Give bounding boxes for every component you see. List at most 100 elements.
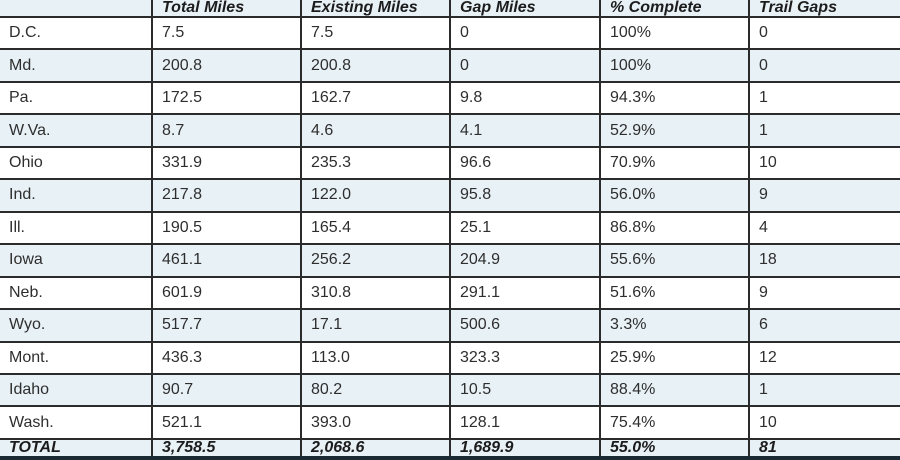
existing-miles-cell: 310.8 — [300, 276, 450, 311]
pct-complete-cell: 100% — [599, 49, 749, 83]
total-miles-cell: 461.1 — [151, 244, 301, 278]
column-header-pct-complete: % Complete — [599, 0, 749, 18]
total-miles-cell: 331.9 — [151, 146, 301, 181]
total-miles-cell: 200.8 — [151, 49, 301, 83]
state-cell: Wyo. — [0, 309, 152, 343]
table-row: Idaho 90.7 80.2 10.5 88.4% 1 — [0, 373, 900, 408]
pct-complete-cell: 75.4% — [599, 406, 749, 440]
existing-miles-cell: 162.7 — [300, 81, 450, 116]
table-row: Pa. 172.5 162.7 9.8 94.3% 1 — [0, 81, 900, 116]
state-cell: W.Va. — [0, 114, 152, 148]
total-miles-cell: 517.7 — [151, 309, 301, 343]
gap-miles-cell: 95.8 — [449, 179, 600, 213]
table-row: Wyo. 517.7 17.1 500.6 3.3% 6 — [0, 309, 900, 343]
gap-miles-cell: 10.5 — [449, 373, 600, 408]
total-miles-cell: 521.1 — [151, 406, 301, 440]
gap-miles-cell: 96.6 — [449, 146, 600, 181]
table-row: Mont. 436.3 113.0 323.3 25.9% 12 — [0, 341, 900, 375]
existing-miles-cell: 200.8 — [300, 49, 450, 83]
existing-miles-cell: 393.0 — [300, 406, 450, 440]
gap-miles-cell: 25.1 — [449, 211, 600, 246]
total-miles-cell: 7.5 — [151, 17, 301, 51]
pct-complete-cell: 3.3% — [599, 309, 749, 343]
existing-miles-cell: 4.6 — [300, 114, 450, 148]
total-miles-cell: 217.8 — [151, 179, 301, 213]
total-label-cell: TOTAL — [9, 439, 61, 456]
trail-gaps-cell: 18 — [748, 244, 900, 278]
pct-complete-cell: 25.9% — [599, 341, 749, 375]
pct-complete-cell: 94.3% — [599, 81, 749, 116]
state-cell: Wash. — [0, 406, 152, 440]
table-row: Ill. 190.5 165.4 25.1 86.8% 4 — [0, 211, 900, 246]
existing-miles-cell: 256.2 — [300, 244, 450, 278]
header-row: Total Miles Existing Miles Gap Miles % C… — [0, 0, 900, 18]
trail-gaps-cell: 1 — [748, 373, 900, 408]
trail-gaps-cell: 9 — [748, 179, 900, 213]
state-cell: Mont. — [0, 341, 152, 375]
table-row: D.C. 7.5 7.5 0 100% 0 — [0, 17, 900, 51]
total-miles-total-cell: 3,758.5 — [151, 439, 301, 456]
gap-miles-cell: 9.8 — [449, 81, 600, 116]
trail-gaps-cell: 0 — [748, 49, 900, 83]
trail-gaps-cell: 0 — [748, 17, 900, 51]
pct-complete-cell: 70.9% — [599, 146, 749, 181]
trail-gaps-cell: 6 — [748, 309, 900, 343]
state-cell: Ill. — [0, 211, 152, 246]
trail-gaps-cell: 9 — [748, 276, 900, 311]
state-cell: D.C. — [0, 17, 152, 51]
trail-gaps-cell: 10 — [748, 146, 900, 181]
total-miles-cell: 190.5 — [151, 211, 301, 246]
column-header-state — [0, 0, 152, 18]
gap-miles-cell: 0 — [449, 17, 600, 51]
total-miles-cell: 8.7 — [151, 114, 301, 148]
table-row: Ohio 331.9 235.3 96.6 70.9% 10 — [0, 146, 900, 181]
table-row: Ind. 217.8 122.0 95.8 56.0% 9 — [0, 179, 900, 213]
pct-complete-cell: 100% — [599, 17, 749, 51]
total-miles-cell: 172.5 — [151, 81, 301, 116]
pct-complete-total-cell: 55.0% — [599, 439, 749, 456]
total-row: TOTAL 3,758.5 2,068.6 1,689.9 55.0% 81 — [0, 439, 900, 456]
existing-miles-cell: 235.3 — [300, 146, 450, 181]
column-header-existing-miles: Existing Miles — [300, 0, 450, 18]
state-cell: Iowa — [0, 244, 152, 278]
existing-miles-cell: 122.0 — [300, 179, 450, 213]
existing-miles-cell: 7.5 — [300, 17, 450, 51]
gap-miles-cell: 128.1 — [449, 406, 600, 440]
trail-gaps-total-cell: 81 — [748, 439, 900, 456]
pct-complete-cell: 51.6% — [599, 276, 749, 311]
table-row: Neb. 601.9 310.8 291.1 51.6% 9 — [0, 276, 900, 311]
pct-complete-cell: 86.8% — [599, 211, 749, 246]
gap-miles-cell: 0 — [449, 49, 600, 83]
pct-complete-cell: 88.4% — [599, 373, 749, 408]
trail-gaps-cell: 4 — [748, 211, 900, 246]
gap-miles-cell: 4.1 — [449, 114, 600, 148]
total-miles-cell: 90.7 — [151, 373, 301, 408]
table-row: Iowa 461.1 256.2 204.9 55.6% 18 — [0, 244, 900, 278]
state-cell: Idaho — [0, 373, 152, 408]
trail-gaps-cell: 1 — [748, 81, 900, 116]
trail-gaps-cell: 1 — [748, 114, 900, 148]
state-cell: Ohio — [0, 146, 152, 181]
existing-miles-cell: 165.4 — [300, 211, 450, 246]
pct-complete-cell: 55.6% — [599, 244, 749, 278]
state-cell: Neb. — [0, 276, 152, 311]
table-row: Wash. 521.1 393.0 128.1 75.4% 10 — [0, 406, 900, 440]
column-header-trail-gaps: Trail Gaps — [748, 0, 900, 18]
state-cell: Ind. — [0, 179, 152, 213]
total-miles-cell: 436.3 — [151, 341, 301, 375]
column-header-gap-miles: Gap Miles — [449, 0, 600, 18]
trail-gaps-cell: 10 — [748, 406, 900, 440]
gap-miles-cell: 500.6 — [449, 309, 600, 343]
state-cell: Pa. — [0, 81, 152, 116]
table-row: Md. 200.8 200.8 0 100% 0 — [0, 49, 900, 83]
column-header-total-miles: Total Miles — [151, 0, 301, 18]
existing-miles-total-cell: 2,068.6 — [300, 439, 450, 456]
existing-miles-cell: 17.1 — [300, 309, 450, 343]
existing-miles-cell: 80.2 — [300, 373, 450, 408]
gap-miles-total-cell: 1,689.9 — [449, 439, 600, 456]
state-cell: Md. — [0, 49, 152, 83]
table-row: W.Va. 8.7 4.6 4.1 52.9% 1 — [0, 114, 900, 148]
pct-complete-cell: 52.9% — [599, 114, 749, 148]
existing-miles-cell: 113.0 — [300, 341, 450, 375]
